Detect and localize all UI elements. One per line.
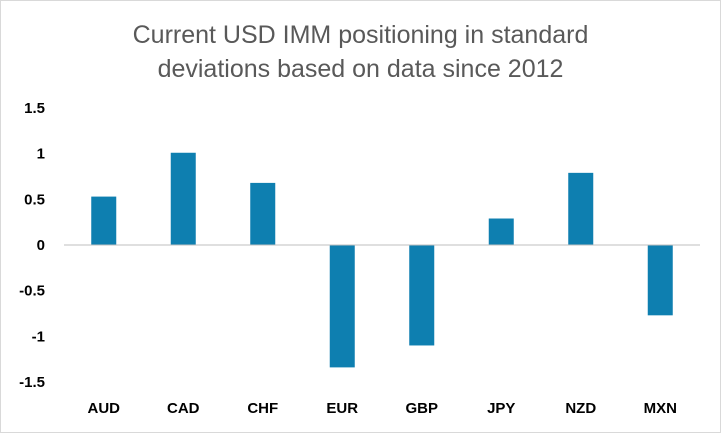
- bar-eur: [329, 245, 355, 368]
- bar-nzd: [568, 172, 594, 245]
- chart-title-line-2: deviations based on data since 2012: [157, 55, 564, 83]
- y-tick-label: 0.5: [24, 191, 45, 208]
- y-tick-label: 0: [37, 237, 45, 254]
- y-tick-label: -1: [32, 328, 45, 345]
- x-category-label: EUR: [326, 400, 358, 417]
- chart-title-line-1: Current USD IMM positioning in standard: [132, 21, 589, 49]
- y-tick-label: 1: [37, 146, 45, 163]
- bar-chf: [250, 182, 276, 245]
- x-category-label: GBP: [405, 400, 438, 417]
- x-category-label: JPY: [487, 400, 515, 417]
- bar-jpy: [488, 218, 514, 245]
- y-tick-label: 1.5: [24, 100, 45, 117]
- y-tick-label: -0.5: [19, 283, 45, 300]
- x-category-label: CAD: [167, 400, 200, 417]
- x-category-label: CHF: [247, 400, 278, 417]
- x-category-label: MXN: [644, 400, 677, 417]
- bar-aud: [91, 196, 117, 245]
- x-category-label: NZD: [565, 400, 596, 417]
- x-category-label: AUD: [88, 400, 121, 417]
- bar-gbp: [409, 245, 435, 346]
- chart-title: Current USD IMM positioning in standard …: [0, 18, 721, 86]
- bar-mxn: [647, 245, 673, 316]
- y-tick-label: -1.5: [19, 374, 45, 391]
- bar-cad: [170, 152, 196, 245]
